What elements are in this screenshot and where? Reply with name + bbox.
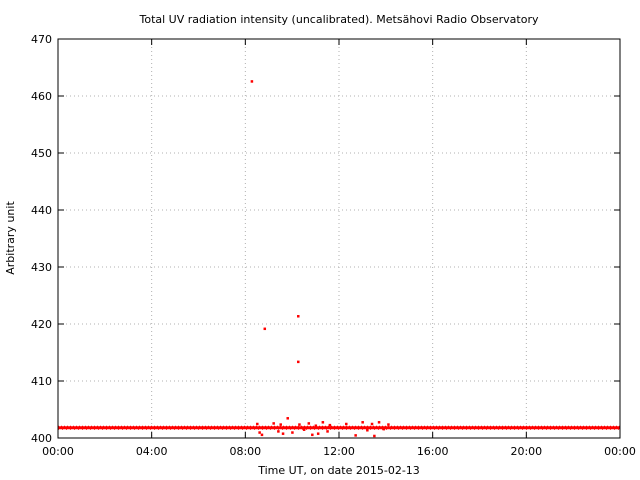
data-point — [297, 360, 300, 364]
data-point — [321, 421, 325, 424]
data-point — [291, 431, 294, 434]
data-point — [387, 423, 390, 426]
x-tick-label: 00:00 — [42, 445, 74, 458]
data-point — [263, 327, 267, 331]
grid-lines — [58, 39, 620, 438]
x-axis-label: Time UT, on date 2015-02-13 — [257, 464, 420, 477]
data-point — [366, 429, 369, 432]
data-point — [277, 430, 280, 433]
chart-title: Total UV radiation intensity (uncalibrat… — [139, 13, 539, 26]
data-point — [311, 433, 314, 437]
data-point — [250, 80, 254, 83]
x-tick-label: 12:00 — [323, 445, 355, 458]
data-point — [302, 428, 306, 431]
data-point — [279, 423, 282, 426]
data-points — [250, 80, 390, 438]
y-tick-label: 420 — [31, 318, 52, 331]
data-point — [370, 422, 374, 426]
data-point — [361, 421, 364, 424]
data-point — [307, 422, 311, 425]
plot-frame — [57, 38, 621, 439]
y-tick-label: 440 — [31, 204, 52, 217]
y-tick-label: 450 — [31, 147, 52, 160]
baseline-series — [58, 425, 620, 430]
data-point — [286, 417, 289, 420]
x-tick-label: 20:00 — [510, 445, 542, 458]
y-tick-label: 430 — [31, 261, 52, 274]
data-point — [377, 421, 381, 424]
data-point — [297, 315, 300, 318]
data-point — [256, 422, 259, 426]
x-tick-label: 08:00 — [229, 445, 261, 458]
data-point — [328, 423, 332, 427]
data-point — [316, 432, 320, 435]
data-point — [281, 432, 285, 435]
data-point — [314, 424, 318, 427]
data-point — [258, 431, 261, 434]
y-axis-label: Arbitrary unit — [4, 201, 17, 275]
y-tick-label: 470 — [31, 33, 52, 46]
data-point — [272, 422, 275, 425]
axis-ticks: 00:00 04:00 08:00 12:00 16:00 20:00 00:0040041… — [31, 33, 636, 458]
x-tick-label: 04:00 — [136, 445, 168, 458]
data-point — [345, 422, 348, 426]
data-point — [298, 423, 301, 426]
y-tick-label: 410 — [31, 375, 52, 388]
y-tick-label: 400 — [31, 432, 52, 445]
x-tick-label: 00:00 — [604, 445, 636, 458]
data-point — [260, 433, 264, 437]
data-point — [326, 430, 329, 433]
data-point — [354, 434, 357, 437]
data-point — [382, 427, 385, 431]
y-tick-label: 460 — [31, 90, 52, 103]
data-point — [373, 434, 376, 438]
x-tick-label: 16:00 — [417, 445, 449, 458]
